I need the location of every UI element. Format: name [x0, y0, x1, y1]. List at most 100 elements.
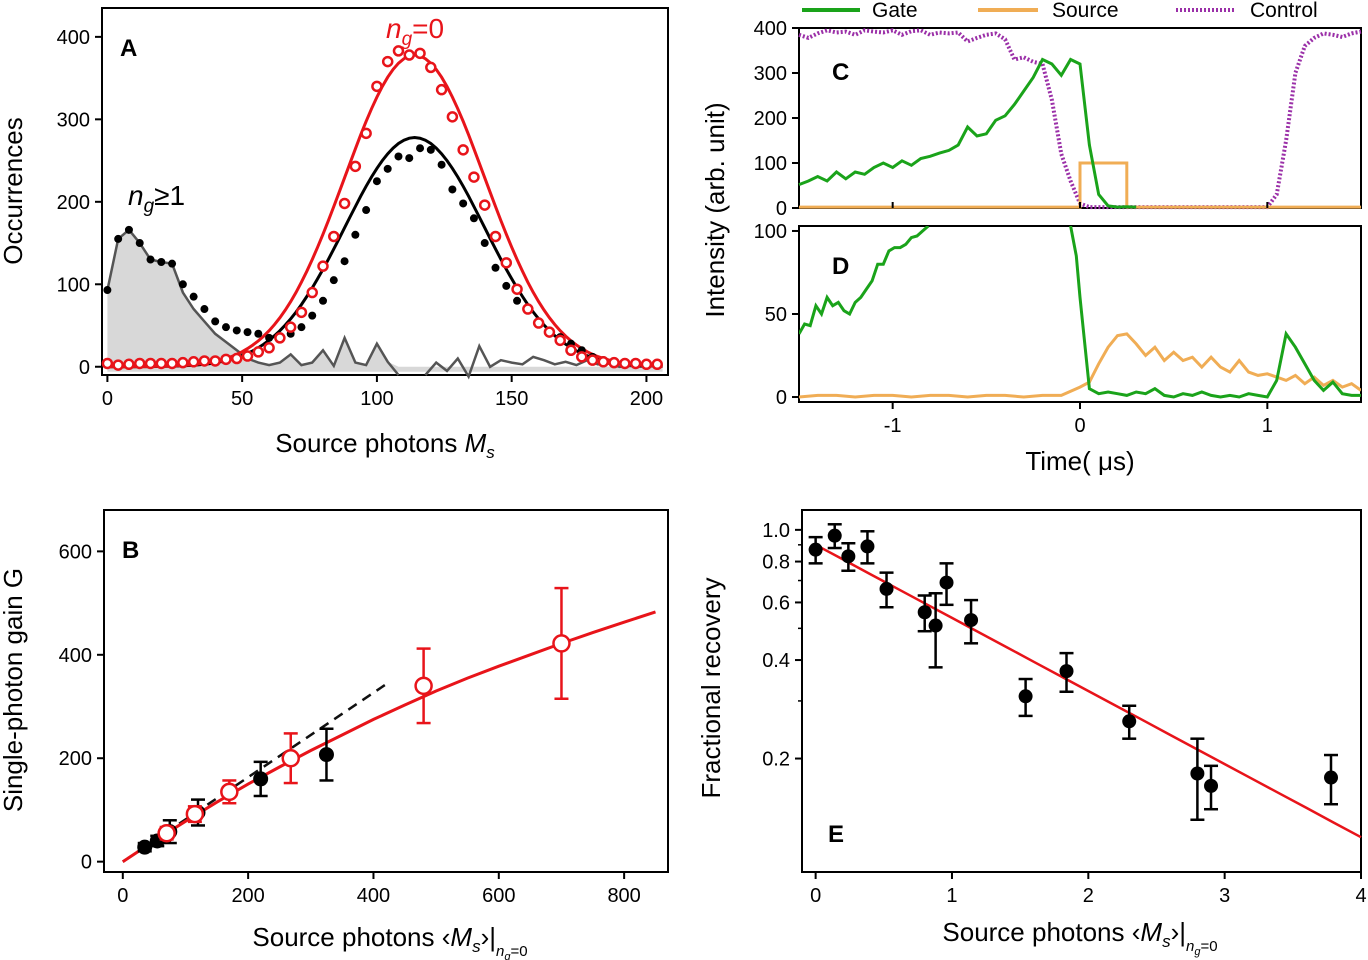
- ng0-data-point: [576, 351, 588, 363]
- gain-red-data-point: [185, 804, 205, 824]
- panel-b-ytick-label: 200: [59, 748, 92, 770]
- total-data-point: [146, 255, 155, 264]
- panel-d-xtick-label: 1: [1262, 415, 1273, 437]
- ng0-data-point: [123, 358, 135, 371]
- panel-a-xtick-label: 150: [495, 388, 528, 410]
- panel-a-ytick-label: 200: [57, 192, 90, 214]
- gain-red-data-point: [552, 634, 571, 653]
- panel-a-xtick-label: 0: [102, 388, 113, 410]
- legend-control-label: Control: [1250, 0, 1318, 22]
- total-data-point: [448, 185, 457, 194]
- ng0-data-point: [651, 358, 663, 371]
- ng0-data-point: [338, 197, 351, 210]
- total-data-point: [124, 225, 133, 234]
- ng0-data-point: [274, 332, 286, 344]
- ng0-data-point: [500, 257, 513, 269]
- panel-b-xtick-label: 400: [357, 885, 390, 907]
- panel-a-ytick-label: 400: [57, 27, 90, 49]
- total-data-point: [469, 214, 478, 223]
- panel-e-xtick-label: 3: [1219, 885, 1230, 907]
- panel-a-ytick-label: 300: [57, 109, 90, 131]
- panel-e-ytick-label: 0.2: [762, 749, 790, 771]
- panel-e-ytick-label: 0.6: [762, 592, 790, 614]
- total-data-point: [394, 152, 403, 161]
- exponential-fit-line: [815, 543, 1362, 839]
- panel-d-ytick-label: 50: [765, 304, 787, 326]
- total-data-point: [157, 258, 166, 267]
- ng0-data-point: [133, 357, 146, 370]
- ng0-data-point: [231, 352, 243, 365]
- panel-b-ytick-label: 400: [59, 645, 92, 667]
- panel-e-ytick-label: 1.0: [762, 520, 790, 542]
- panel-d-ytick-label: 0: [776, 387, 787, 409]
- panel-a-ytick-label: 100: [57, 274, 90, 296]
- ng0-data-point: [263, 342, 275, 354]
- recovery-data-point: [917, 605, 932, 620]
- recovery-data-point: [928, 618, 943, 633]
- ng0-data-point: [425, 61, 437, 74]
- panel-a-ylabel: Occurrences: [0, 117, 28, 264]
- panel-a-frame: [101, 7, 669, 376]
- ng0-data-point: [198, 355, 211, 367]
- ng0-data-point: [619, 357, 631, 370]
- total-data-point: [135, 239, 144, 248]
- panel-b-xlabel: Source photons ‹Ms›|ng=0: [252, 922, 527, 960]
- total-data-point: [491, 263, 500, 272]
- legend: Gate Source Control: [802, 0, 1318, 22]
- ng0-data-point: [241, 350, 254, 362]
- ng0-data-point: [565, 344, 577, 357]
- total-data-point: [329, 276, 338, 285]
- ng0-data-point: [144, 357, 157, 370]
- total-data-point: [189, 292, 198, 301]
- total-data-point: [200, 305, 209, 314]
- panel-e: E 0.2 0.4 0.6 0.8 1.0 0 1 2 3 4 Fractional recove…: [696, 509, 1367, 958]
- ng0-data-point: [414, 47, 426, 60]
- panel-b-xtick-label: 800: [607, 885, 640, 907]
- recovery-data-point: [939, 575, 954, 590]
- recovery-data-point: [964, 613, 979, 628]
- ng0-data-point: [478, 199, 491, 211]
- recovery-data-point: [841, 549, 856, 564]
- gain-red-data-point: [157, 823, 176, 843]
- panel-e-ytick-label: 0.8: [762, 552, 790, 574]
- ng0-data-point: [252, 346, 265, 358]
- gain-black-data-point: [253, 771, 269, 787]
- total-data-point: [362, 206, 371, 215]
- panel-b-ylabel: Single-photon gain G: [0, 568, 28, 812]
- total-data-point: [340, 257, 349, 266]
- ng0-data-point: [177, 356, 189, 369]
- gate-trace-zoom: [799, 226, 930, 335]
- ng0-data-point: [597, 356, 610, 368]
- panel-d: D 0 50 100 -1 0 1 Intensity (arb. unit) Time(…: [700, 102, 1362, 476]
- ng0-data-point: [446, 111, 459, 123]
- legend-source-label: Source: [1052, 0, 1119, 22]
- total-data-point: [513, 296, 522, 305]
- ng0-data-point: [608, 356, 620, 369]
- total-data-point: [211, 317, 220, 326]
- ng0-data-point: [101, 357, 114, 370]
- ng0-data-point: [371, 80, 383, 93]
- ng0-data-point: [511, 283, 523, 295]
- panel-b-ytick-label: 600: [59, 541, 92, 563]
- panel-b-xtick-label: 600: [482, 885, 515, 907]
- ng0-data-point: [468, 171, 480, 183]
- recovery-data-point: [808, 542, 823, 557]
- total-data-point: [254, 329, 263, 338]
- ng0-data-point: [328, 230, 340, 243]
- total-data-point: [502, 281, 511, 290]
- gate-trace: [798, 57, 1137, 209]
- total-data-point: [265, 333, 274, 342]
- total-data-point: [426, 145, 435, 154]
- panel-c-ytick-label: 0: [776, 198, 787, 220]
- panel-b: B 0 200 400 600 0 200 400 600 800 Single-photon …: [0, 509, 669, 960]
- panel-e-frame: [801, 509, 1362, 873]
- panel-b-ytick-label: 0: [81, 852, 92, 874]
- panel-a-xtick-label: 200: [630, 388, 663, 410]
- ng0-data-point: [306, 286, 318, 299]
- panel-b-frame: [103, 509, 669, 873]
- ng0-data-point: [349, 160, 362, 173]
- total-data-point: [308, 311, 317, 320]
- ng0-data-point: [640, 358, 653, 371]
- panel-a-ytick-label: 0: [79, 357, 90, 379]
- recovery-data-point: [860, 539, 875, 554]
